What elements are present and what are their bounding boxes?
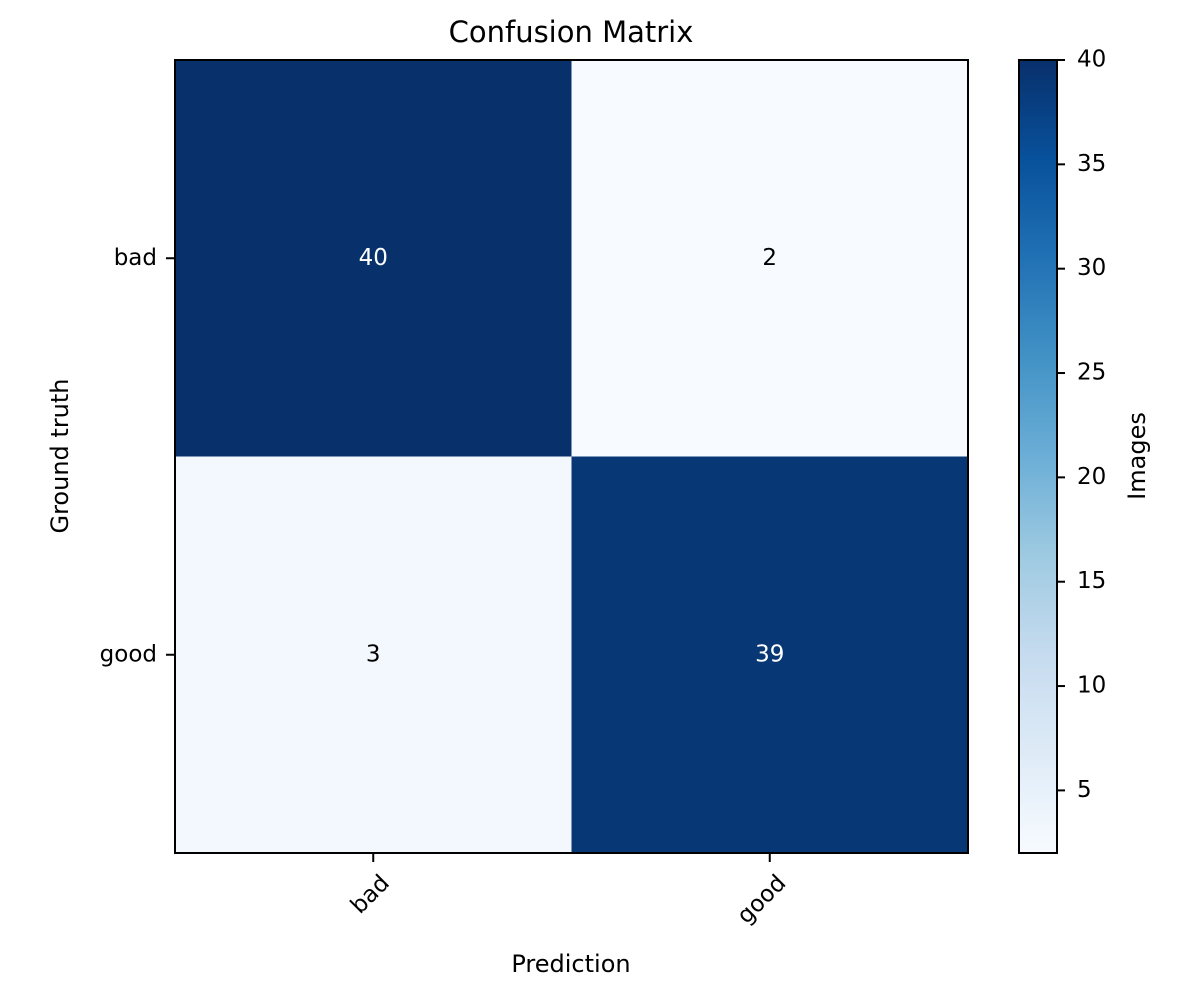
colorbar-frame xyxy=(1018,59,1058,854)
heatmap-cell-labels: 40 2 3 39 xyxy=(359,245,785,668)
y-axis-ticks: bad good xyxy=(100,245,175,667)
colorbar-tick-label: 5 xyxy=(1077,777,1092,803)
y-tick-label: good xyxy=(100,641,157,667)
heatmap-cells xyxy=(175,60,968,853)
heatmap-cell xyxy=(571,60,968,457)
colorbar: 5 10 15 20 25 30 35 40 Images xyxy=(1018,47,1151,854)
y-tick-label: bad xyxy=(114,245,157,271)
cell-value-label: 40 xyxy=(359,245,388,271)
heatmap-cell xyxy=(175,456,572,853)
heatmap-cell xyxy=(175,60,572,457)
y-axis-label: Ground truth xyxy=(46,378,74,533)
colorbar-tick-label: 15 xyxy=(1077,568,1106,594)
x-axis-ticks: bad good xyxy=(346,853,791,929)
cell-value-label: 2 xyxy=(762,245,777,271)
colorbar-gradient xyxy=(1019,60,1057,853)
colorbar-tick-label: 35 xyxy=(1077,151,1106,177)
x-axis-label: Prediction xyxy=(511,950,630,978)
heatmap-cell xyxy=(571,456,968,853)
colorbar-tick-label: 40 xyxy=(1077,47,1106,73)
plot-frame xyxy=(174,59,969,854)
colorbar-tick-label: 30 xyxy=(1077,255,1106,281)
x-tick-label: bad xyxy=(346,870,395,919)
cell-value-label: 3 xyxy=(366,641,381,667)
colorbar-tick-label: 20 xyxy=(1077,464,1106,490)
colorbar-label: Images xyxy=(1123,412,1151,500)
colorbar-tick-label: 10 xyxy=(1077,673,1106,699)
colorbar-ticks: 5 10 15 20 25 30 35 40 xyxy=(1057,47,1106,803)
x-tick-label: good xyxy=(732,870,791,929)
chart-title: Confusion Matrix xyxy=(449,15,694,49)
colorbar-tick-label: 25 xyxy=(1077,360,1106,386)
cell-value-label: 39 xyxy=(755,641,784,667)
